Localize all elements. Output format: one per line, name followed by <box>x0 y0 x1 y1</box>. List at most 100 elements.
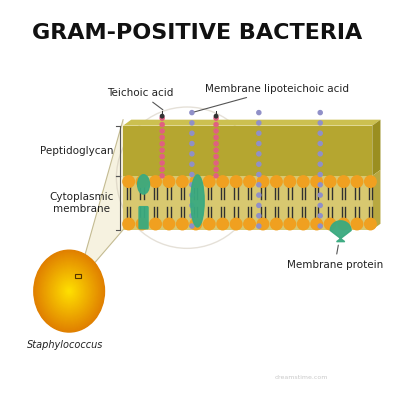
Circle shape <box>160 161 164 165</box>
Circle shape <box>123 176 134 187</box>
Ellipse shape <box>38 255 100 327</box>
Ellipse shape <box>35 251 104 331</box>
Ellipse shape <box>61 282 77 300</box>
Circle shape <box>318 172 322 176</box>
Circle shape <box>160 122 164 127</box>
Circle shape <box>257 121 261 125</box>
Circle shape <box>214 167 218 172</box>
Circle shape <box>163 176 175 187</box>
Circle shape <box>214 161 218 165</box>
Ellipse shape <box>54 274 84 308</box>
Circle shape <box>351 218 363 230</box>
Circle shape <box>298 176 309 187</box>
Ellipse shape <box>42 260 96 323</box>
Ellipse shape <box>51 270 88 313</box>
Ellipse shape <box>53 273 85 310</box>
Circle shape <box>160 129 164 133</box>
Ellipse shape <box>34 250 104 332</box>
Circle shape <box>190 218 202 230</box>
Circle shape <box>190 203 194 208</box>
Ellipse shape <box>138 175 150 194</box>
Ellipse shape <box>45 264 93 319</box>
Circle shape <box>190 176 202 187</box>
Text: Staphylococcus: Staphylococcus <box>27 340 104 350</box>
Circle shape <box>257 176 269 187</box>
Ellipse shape <box>68 290 70 292</box>
Circle shape <box>214 129 218 133</box>
Circle shape <box>160 148 164 152</box>
Ellipse shape <box>58 279 80 303</box>
Circle shape <box>318 214 322 218</box>
Ellipse shape <box>44 262 95 321</box>
Circle shape <box>318 142 322 146</box>
Text: Teichoic acid: Teichoic acid <box>107 88 173 110</box>
Ellipse shape <box>41 258 98 324</box>
Circle shape <box>214 174 218 178</box>
Ellipse shape <box>43 260 96 322</box>
FancyBboxPatch shape <box>123 176 372 230</box>
Ellipse shape <box>48 266 90 316</box>
Circle shape <box>318 183 322 187</box>
Circle shape <box>217 176 228 187</box>
Ellipse shape <box>60 281 78 301</box>
Circle shape <box>311 176 322 187</box>
Text: Membrane lipoteichoic acid: Membrane lipoteichoic acid <box>194 84 350 112</box>
Ellipse shape <box>49 268 90 315</box>
Polygon shape <box>372 170 380 230</box>
Circle shape <box>318 152 322 156</box>
Circle shape <box>190 162 194 166</box>
Circle shape <box>318 110 322 115</box>
Ellipse shape <box>52 271 87 312</box>
Circle shape <box>324 218 336 230</box>
Ellipse shape <box>46 264 92 318</box>
Circle shape <box>204 218 215 230</box>
Circle shape <box>244 218 255 230</box>
Circle shape <box>136 218 148 230</box>
Circle shape <box>177 176 188 187</box>
Circle shape <box>257 131 261 135</box>
Circle shape <box>190 214 194 218</box>
Circle shape <box>214 148 218 152</box>
Ellipse shape <box>191 175 204 227</box>
Circle shape <box>318 131 322 135</box>
Circle shape <box>257 110 261 115</box>
Circle shape <box>190 172 194 176</box>
Circle shape <box>230 218 242 230</box>
Circle shape <box>190 224 194 228</box>
FancyBboxPatch shape <box>138 206 149 229</box>
Circle shape <box>214 114 218 118</box>
Ellipse shape <box>62 283 76 299</box>
Circle shape <box>160 167 164 172</box>
Ellipse shape <box>39 256 99 326</box>
Circle shape <box>190 193 194 197</box>
Polygon shape <box>330 221 351 242</box>
Circle shape <box>271 176 282 187</box>
Circle shape <box>163 218 175 230</box>
Circle shape <box>257 214 261 218</box>
Circle shape <box>365 176 376 187</box>
Circle shape <box>351 176 363 187</box>
Ellipse shape <box>37 254 101 328</box>
Circle shape <box>214 122 218 127</box>
Circle shape <box>123 218 134 230</box>
Circle shape <box>338 218 349 230</box>
FancyBboxPatch shape <box>123 126 372 176</box>
Circle shape <box>318 121 322 125</box>
Circle shape <box>284 218 296 230</box>
Circle shape <box>214 116 218 120</box>
Circle shape <box>257 193 261 197</box>
Ellipse shape <box>55 275 83 308</box>
Ellipse shape <box>63 284 75 298</box>
Circle shape <box>318 224 322 228</box>
Circle shape <box>190 131 194 135</box>
Ellipse shape <box>44 262 94 320</box>
Circle shape <box>257 152 261 156</box>
Circle shape <box>257 172 261 176</box>
Circle shape <box>257 203 261 208</box>
Text: Membrane protein: Membrane protein <box>287 245 383 270</box>
Circle shape <box>190 152 194 156</box>
Ellipse shape <box>64 285 74 297</box>
Circle shape <box>160 114 164 118</box>
Circle shape <box>257 224 261 228</box>
Circle shape <box>150 218 161 230</box>
